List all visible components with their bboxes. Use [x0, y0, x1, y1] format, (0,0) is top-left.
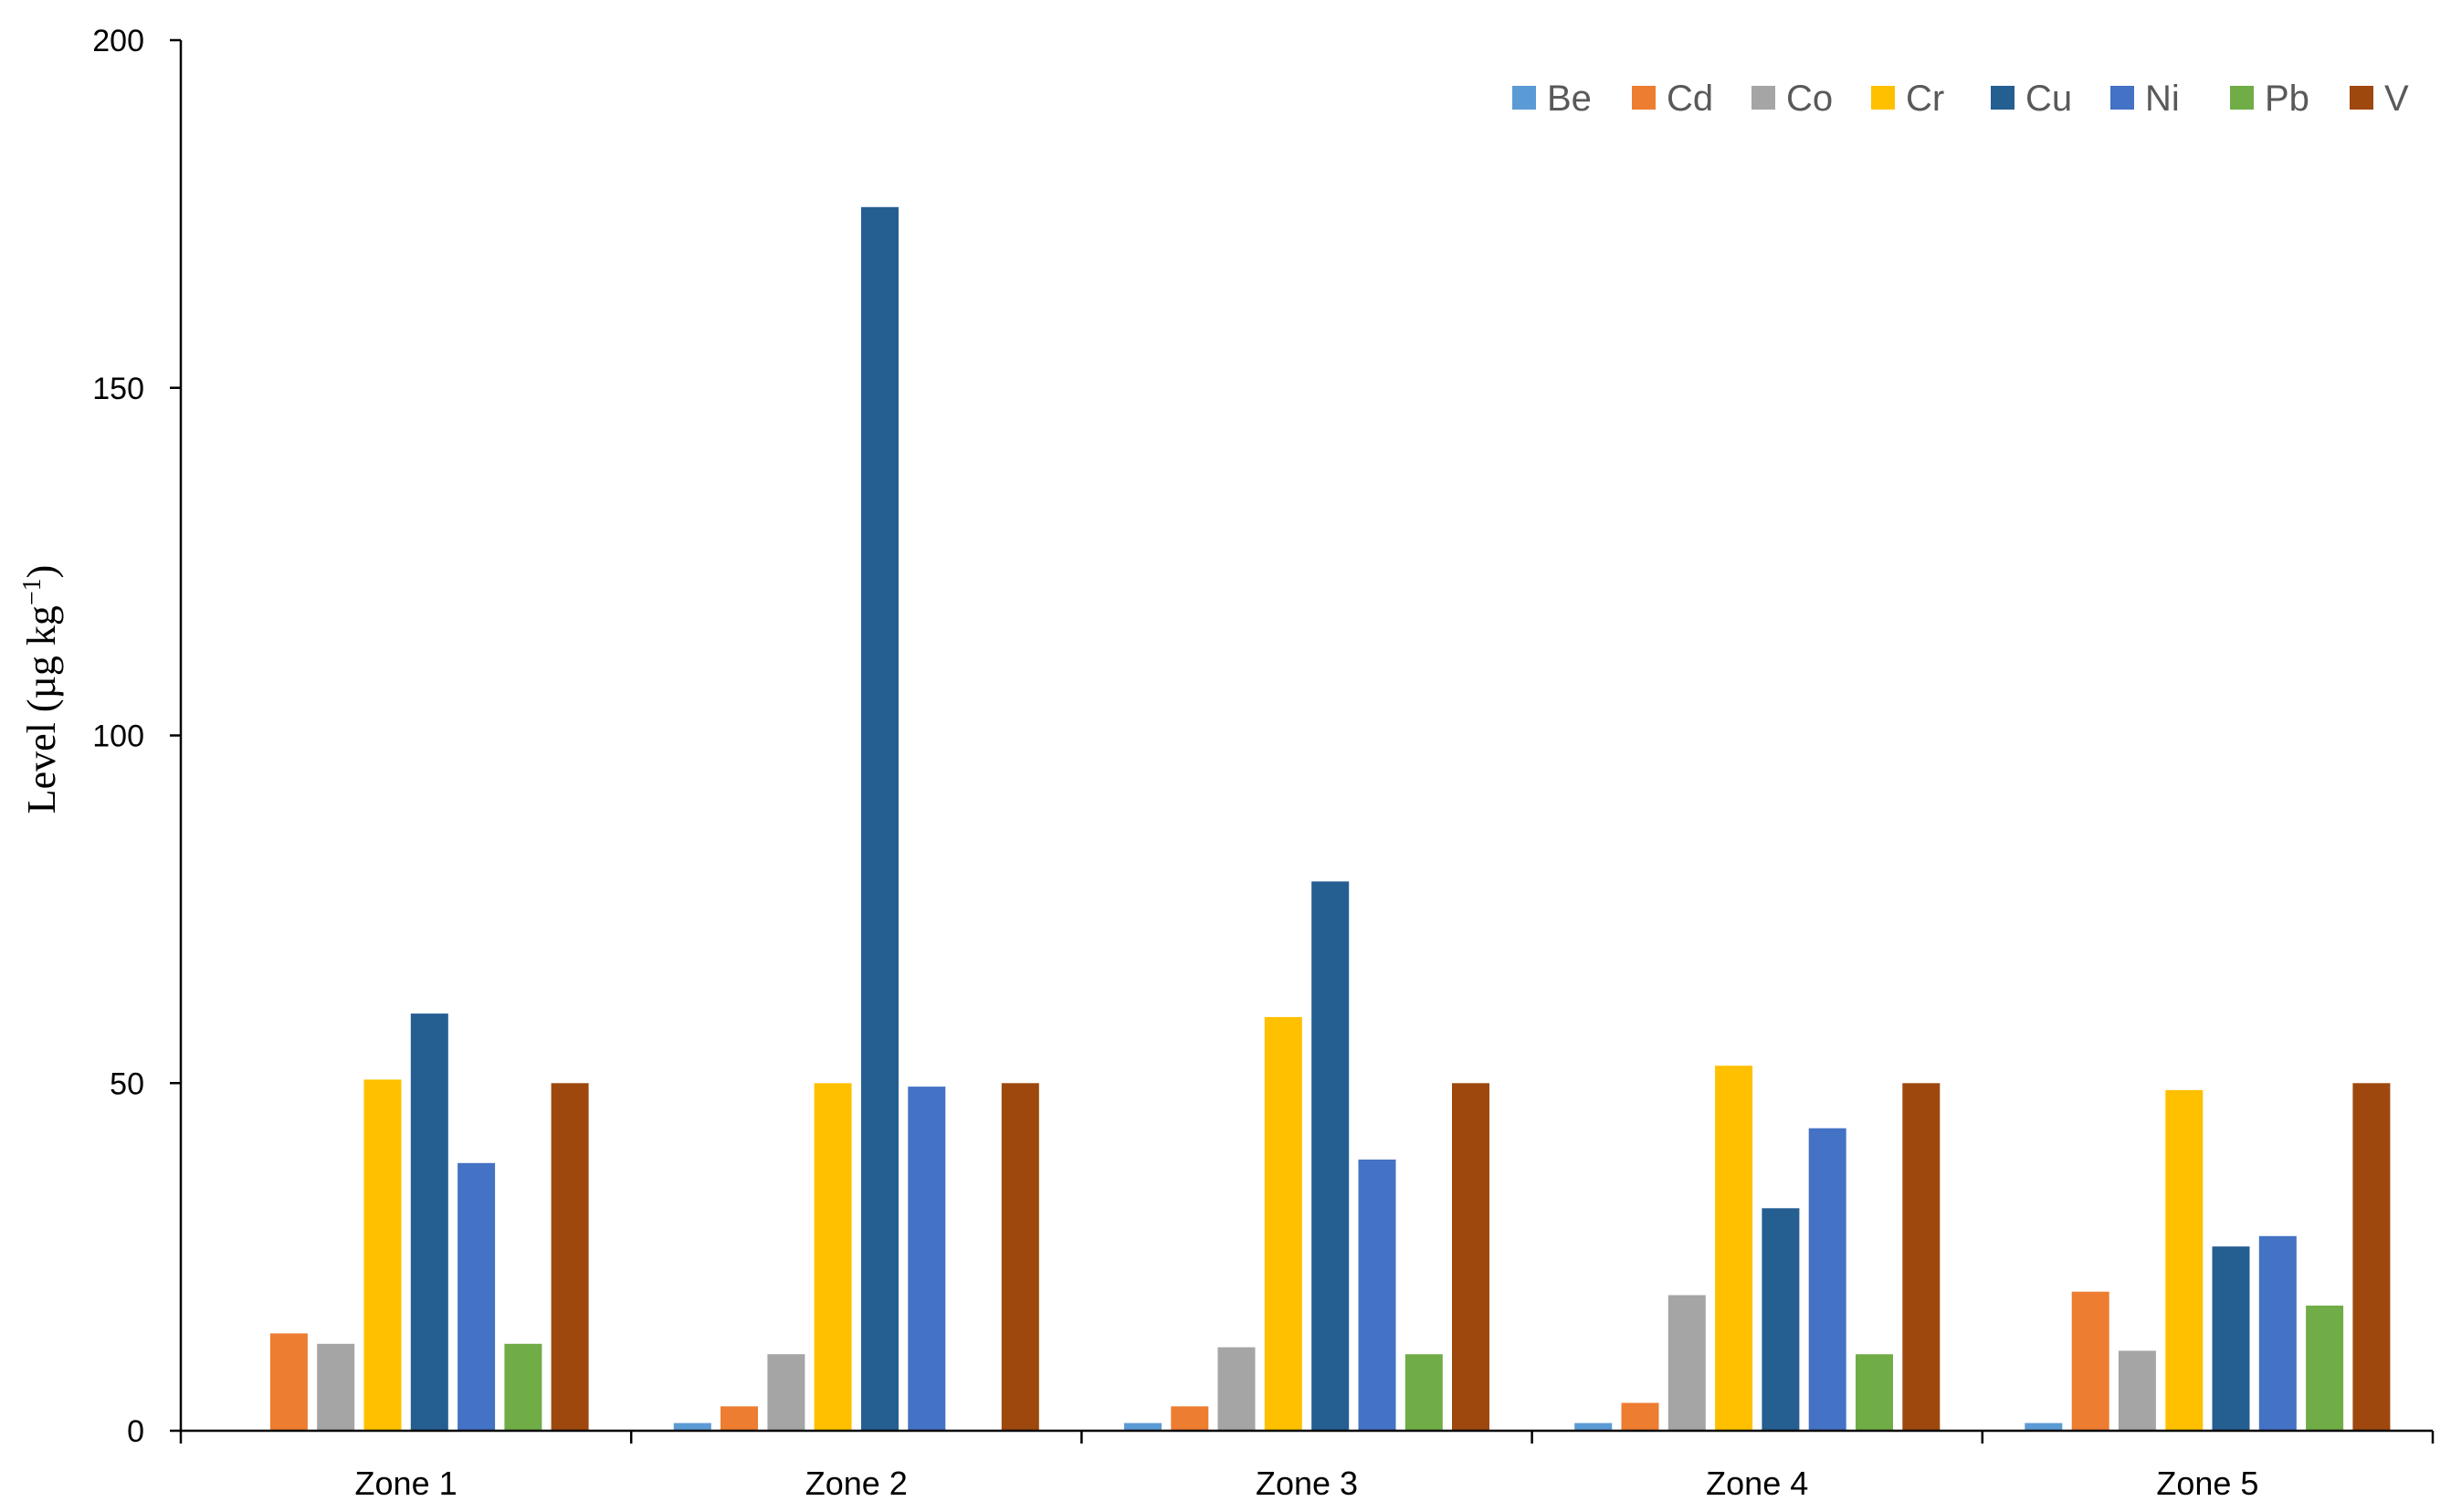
x-category-label-2: Zone 2	[805, 1465, 908, 1502]
legend-label-cr: Cr	[1906, 79, 1944, 119]
bar-ni-zone-3	[1358, 1160, 1396, 1431]
x-category-label-1: Zone 1	[355, 1465, 458, 1502]
bar-be-zone-5	[2025, 1423, 2063, 1431]
legend: Be Cd Co Cr Cu Ni Pb V	[1512, 79, 2409, 119]
legend-item-pb: Pb	[2230, 79, 2309, 119]
y-axis-label-superscript: −1	[18, 578, 47, 605]
bar-cr-zone-4	[1715, 1066, 1753, 1431]
bar-co-zone-3	[1217, 1347, 1256, 1431]
bar-cd-zone-4	[1621, 1402, 1659, 1431]
bar-ni-zone-4	[1808, 1128, 1846, 1431]
y-axis-label: Level (µg kg−1)	[18, 565, 64, 814]
bar-cu-zone-4	[1762, 1208, 1800, 1431]
bar-cr-zone-1	[363, 1079, 402, 1431]
legend-label-co: Co	[1786, 79, 1833, 119]
y-tick-label-0: 0	[127, 1414, 144, 1449]
bar-co-zone-1	[317, 1343, 355, 1431]
legend-item-co: Co	[1751, 79, 1833, 119]
legend-swatch-be	[1512, 86, 1536, 110]
bar-cu-zone-5	[2212, 1246, 2250, 1431]
bar-pb-zone-1	[504, 1343, 542, 1431]
bar-pb-zone-3	[1404, 1354, 1443, 1431]
legend-swatch-cu	[1991, 86, 2014, 110]
x-category-label-3: Zone 3	[1256, 1465, 1358, 1502]
y-tick-label-100: 100	[92, 719, 144, 754]
legend-swatch-pb	[2230, 86, 2254, 110]
axes-group: 0 50 100 150 200 Zone 1 Zone 2 Zone 3 Zone 4 Zone…	[92, 24, 2435, 1502]
bar-cu-zone-3	[1311, 881, 1350, 1431]
y-axis-label-text: Level (µg kg	[19, 605, 64, 814]
bar-co-zone-4	[1667, 1295, 1706, 1431]
x-category-label-5: Zone 5	[2156, 1465, 2258, 1502]
bar-cu-zone-2	[861, 206, 899, 1431]
bar-cd-zone-5	[2071, 1291, 2109, 1431]
legend-item-cd: Cd	[1632, 79, 1713, 119]
legend-label-ni: Ni	[2145, 79, 2180, 119]
bar-be-zone-3	[1124, 1423, 1162, 1431]
bar-pb-zone-5	[2306, 1305, 2344, 1431]
bar-v-zone-3	[1452, 1083, 1489, 1432]
legend-label-cd: Cd	[1667, 79, 1713, 119]
bar-co-zone-5	[2118, 1350, 2156, 1431]
legend-label-v: V	[2384, 79, 2409, 119]
bar-ni-zone-1	[458, 1162, 496, 1431]
bar-cu-zone-1	[410, 1013, 448, 1431]
y-tick-label-150: 150	[92, 372, 144, 406]
bar-v-zone-1	[551, 1083, 589, 1432]
bar-v-zone-2	[1001, 1083, 1039, 1432]
legend-swatch-cd	[1632, 86, 1656, 110]
bar-v-zone-5	[2352, 1083, 2391, 1432]
bar-pb-zone-4	[1856, 1354, 1893, 1431]
bar-cr-zone-2	[814, 1083, 852, 1432]
bar-v-zone-4	[1902, 1083, 1941, 1432]
legend-label-be: Be	[1547, 79, 1592, 119]
bar-be-zone-4	[1574, 1423, 1613, 1431]
legend-swatch-co	[1751, 86, 1775, 110]
legend-swatch-v	[2350, 86, 2373, 110]
y-tick-label-50: 50	[110, 1066, 144, 1101]
legend-swatch-ni	[2110, 86, 2134, 110]
bar-ni-zone-2	[908, 1087, 946, 1431]
bar-cr-zone-3	[1264, 1016, 1302, 1431]
y-tick-label-200: 200	[92, 24, 144, 58]
bar-co-zone-2	[767, 1354, 805, 1431]
bar-ni-zone-5	[2258, 1235, 2297, 1431]
legend-swatch-cr	[1871, 86, 1895, 110]
bar-cd-zone-1	[269, 1333, 308, 1431]
legend-item-cu: Cu	[1991, 79, 2072, 119]
legend-label-pb: Pb	[2265, 79, 2309, 119]
bar-be-zone-2	[673, 1423, 711, 1431]
x-category-label-4: Zone 4	[1706, 1465, 1808, 1502]
bars-group	[269, 206, 2391, 1432]
bar-cd-zone-2	[721, 1406, 758, 1431]
legend-label-cu: Cu	[2025, 79, 2072, 119]
bar-cd-zone-3	[1171, 1406, 1209, 1431]
bar-cr-zone-5	[2165, 1089, 2204, 1431]
y-axis-label-suffix: )	[19, 565, 64, 579]
legend-item-cr: Cr	[1871, 79, 1944, 119]
legend-item-be: Be	[1512, 79, 1592, 119]
legend-item-v: V	[2350, 79, 2409, 119]
legend-item-ni: Ni	[2110, 79, 2180, 119]
